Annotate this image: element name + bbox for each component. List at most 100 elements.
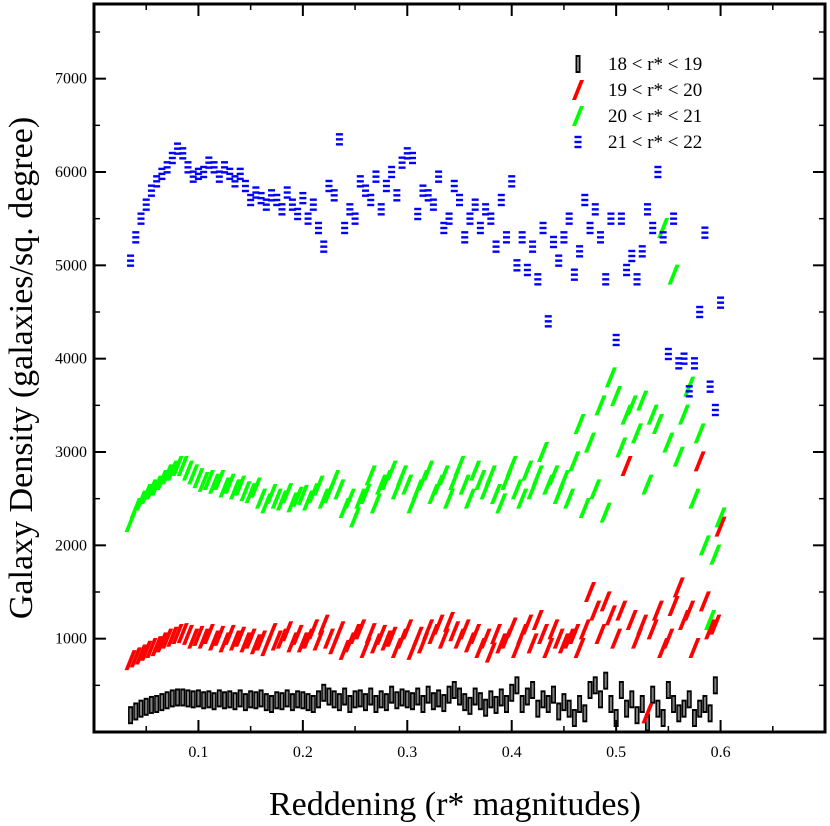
x-tick-label: 0.3 — [397, 744, 417, 761]
point-s1-43 — [352, 690, 358, 709]
point-s3-104 — [667, 264, 680, 285]
point-s2-45 — [359, 638, 372, 658]
point-s4-51 — [393, 189, 401, 202]
point-s4-77 — [529, 240, 537, 253]
point-s4-90 — [596, 231, 604, 244]
point-s4-10 — [179, 147, 187, 160]
point-s4-63 — [456, 193, 463, 207]
point-s2-14 — [197, 628, 210, 649]
point-s2-33 — [296, 632, 309, 653]
point-s3-78 — [531, 465, 544, 486]
point-s1-108 — [691, 709, 697, 727]
point-s1-56 — [420, 695, 426, 713]
point-s2-70 — [490, 624, 503, 644]
point-s4-35 — [309, 198, 317, 211]
point-s1-24 — [253, 691, 259, 710]
point-s3-86 — [573, 414, 586, 434]
point-s3-40 — [333, 479, 346, 500]
point-s2-87 — [578, 619, 591, 640]
point-s4-24 — [252, 186, 260, 199]
point-s2-60 — [437, 628, 450, 649]
point-s1-1 — [133, 702, 139, 721]
point-s2-55 — [411, 626, 424, 647]
point-s1-66 — [472, 687, 478, 706]
point-s1-39 — [331, 690, 337, 709]
point-s3-27 — [265, 484, 278, 504]
legend-entry-3: 20 < r* < 21 — [572, 106, 702, 127]
point-s1-69 — [488, 690, 494, 709]
point-s4-62 — [450, 179, 458, 193]
point-s2-23 — [244, 628, 257, 649]
point-s3-21 — [234, 475, 247, 496]
point-s2-32 — [291, 624, 304, 645]
point-s3-112 — [709, 544, 722, 565]
point-s1-29 — [279, 692, 285, 711]
point-s4-54 — [409, 151, 417, 165]
point-s3-53 — [401, 474, 414, 495]
point-s1-84 — [566, 699, 572, 718]
point-s1-21 — [237, 689, 243, 708]
point-s3-85 — [568, 451, 581, 472]
point-s3-50 — [385, 460, 398, 481]
point-s2-110 — [698, 591, 711, 612]
point-s4-86 — [576, 245, 584, 258]
point-s2-35 — [307, 619, 320, 640]
point-s1-103 — [665, 681, 671, 699]
x-axis-title: Reddening (r* magnitudes) — [269, 786, 641, 823]
point-s3-91 — [599, 502, 612, 523]
point-s4-46 — [367, 193, 375, 207]
point-s4-5 — [153, 175, 161, 188]
point-s1-41 — [342, 687, 348, 706]
point-s4-4 — [147, 184, 155, 197]
point-s2-94 — [615, 600, 628, 621]
point-s2-24 — [249, 634, 262, 655]
point-s2-40 — [333, 621, 346, 642]
point-s1-75 — [519, 695, 525, 713]
point-s4-96 — [628, 249, 636, 263]
point-s2-37 — [317, 614, 330, 635]
point-s2-78 — [531, 610, 544, 630]
point-s3-84 — [563, 488, 576, 509]
point-s1-33 — [300, 691, 306, 710]
point-s3-28 — [270, 488, 283, 509]
legend-marker-3 — [572, 106, 584, 126]
point-s2-68 — [479, 628, 492, 649]
point-s1-87 — [582, 704, 588, 723]
point-s2-104 — [667, 596, 680, 616]
point-s1-91 — [603, 671, 609, 690]
point-s4-15 — [205, 156, 213, 169]
legend-marker-2 — [572, 80, 584, 100]
point-s1-85 — [571, 709, 577, 727]
point-s2-64 — [458, 619, 471, 640]
point-s2-9 — [171, 624, 184, 644]
point-s1-104 — [671, 695, 677, 713]
point-s3-17 — [213, 470, 226, 490]
point-s2-89 — [589, 600, 602, 621]
point-s3-64 — [458, 474, 471, 495]
point-s3-13 — [192, 468, 205, 489]
point-s1-10 — [180, 688, 186, 707]
point-s4-28 — [273, 193, 281, 207]
point-s3-79 — [537, 442, 550, 462]
y-tick-label: 1000 — [55, 631, 87, 648]
point-s4-22 — [241, 179, 249, 193]
point-s4-7 — [163, 161, 171, 174]
point-s4-79 — [539, 221, 547, 235]
point-s4-0 — [127, 254, 135, 267]
point-s4-92 — [607, 212, 615, 225]
point-s2-5 — [150, 636, 163, 657]
point-s3-18 — [218, 477, 231, 498]
point-s2-69 — [484, 642, 497, 663]
point-s3-44 — [354, 488, 367, 509]
point-s3-113 — [714, 507, 727, 528]
point-s3-87 — [578, 498, 591, 518]
point-s1-72 — [503, 695, 509, 713]
point-s1-73 — [509, 683, 515, 702]
point-s3-101 — [651, 414, 664, 434]
point-s2-86 — [573, 638, 586, 658]
point-s1-101 — [655, 699, 661, 718]
legend-marker-1 — [575, 55, 581, 73]
point-s3-110 — [698, 535, 711, 556]
point-s3-42 — [343, 488, 356, 509]
point-s3-81 — [547, 465, 560, 486]
